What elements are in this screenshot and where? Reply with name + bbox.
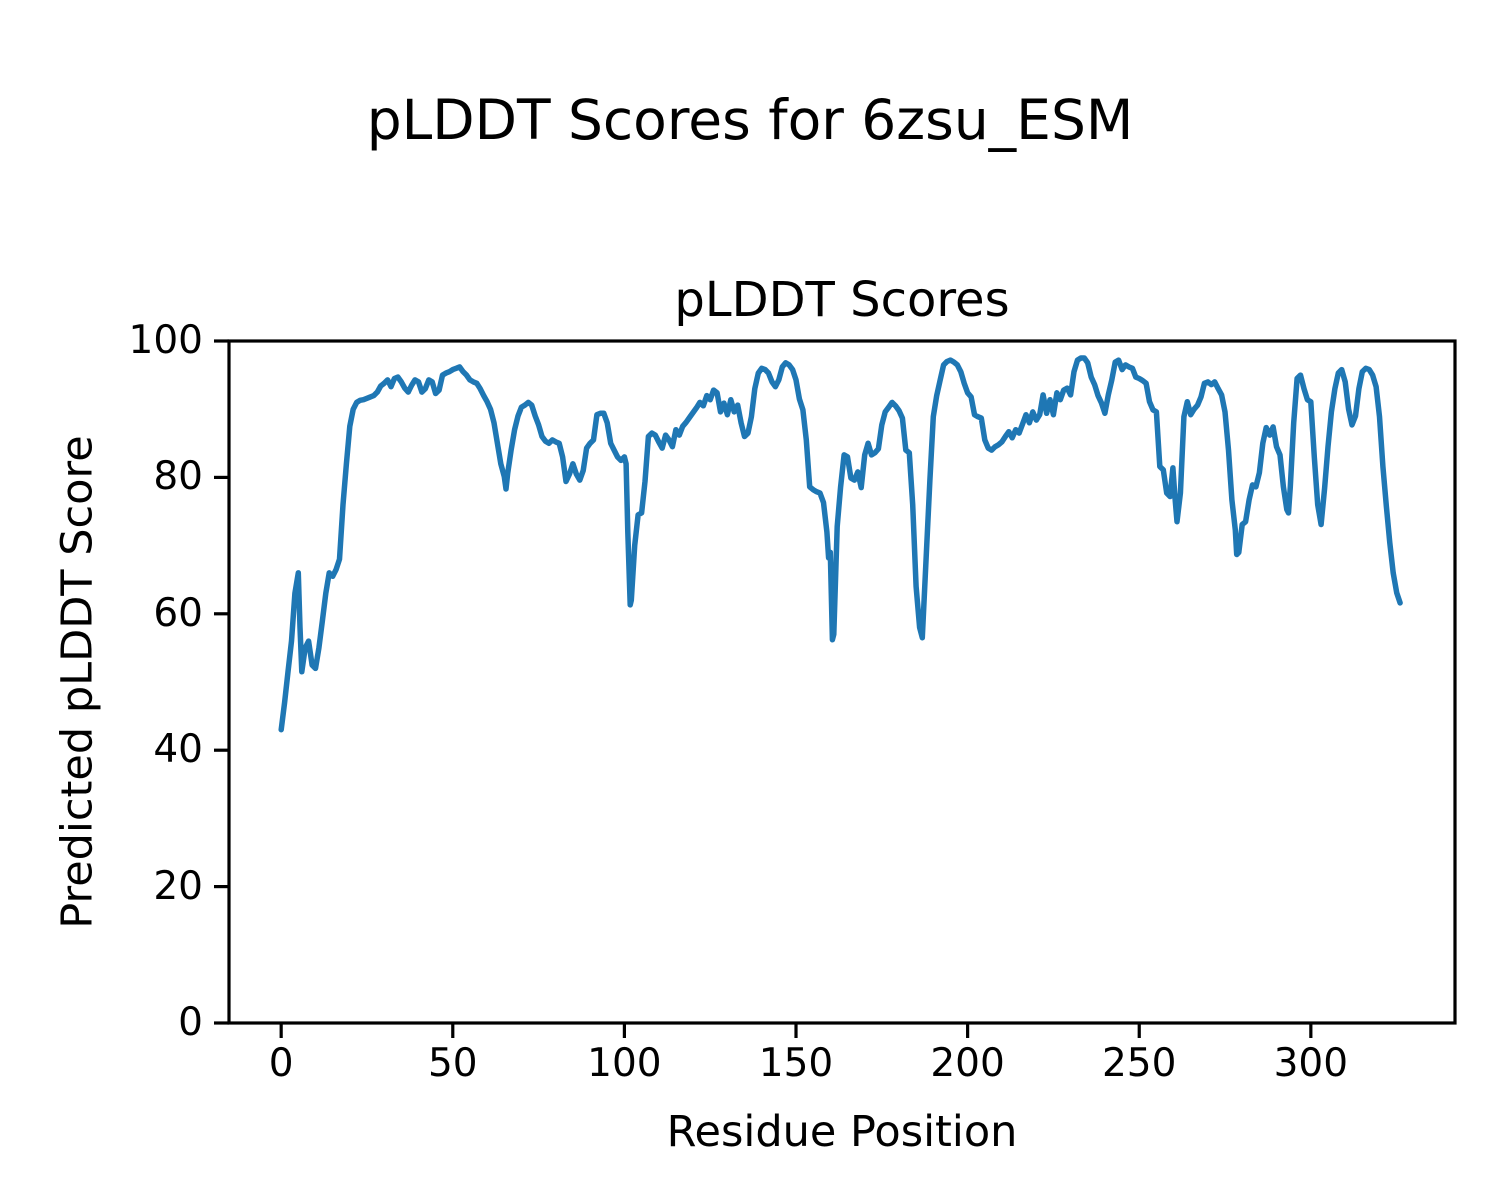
x-tick-label: 0 bbox=[268, 1041, 294, 1086]
x-axis-label: Residue Position bbox=[666, 1107, 1018, 1157]
y-axis-label: Predicted pLDDT Score bbox=[52, 435, 103, 929]
x-tick-label: 100 bbox=[587, 1041, 662, 1086]
y-tick-label: 40 bbox=[153, 727, 203, 773]
y-tick-label: 60 bbox=[153, 590, 203, 636]
y-tick-label: 100 bbox=[128, 318, 203, 363]
x-tick-label: 300 bbox=[1273, 1041, 1349, 1086]
x-tick-label: 50 bbox=[427, 1041, 478, 1086]
plddt-line bbox=[278, 355, 1403, 733]
y-tick-label: 20 bbox=[153, 863, 203, 909]
x-tick-label: 150 bbox=[758, 1041, 834, 1086]
axes-title: pLDDT Scores bbox=[674, 272, 1010, 328]
axes-spines bbox=[227, 339, 1457, 1025]
x-tick-label: 200 bbox=[930, 1041, 1005, 1086]
figure-title: pLDDT Scores for 6zsu_ESM bbox=[366, 88, 1134, 152]
x-tick-label: 250 bbox=[1101, 1041, 1177, 1086]
y-tick-label: 80 bbox=[153, 454, 203, 500]
y-tick-label: 0 bbox=[178, 1000, 203, 1045]
